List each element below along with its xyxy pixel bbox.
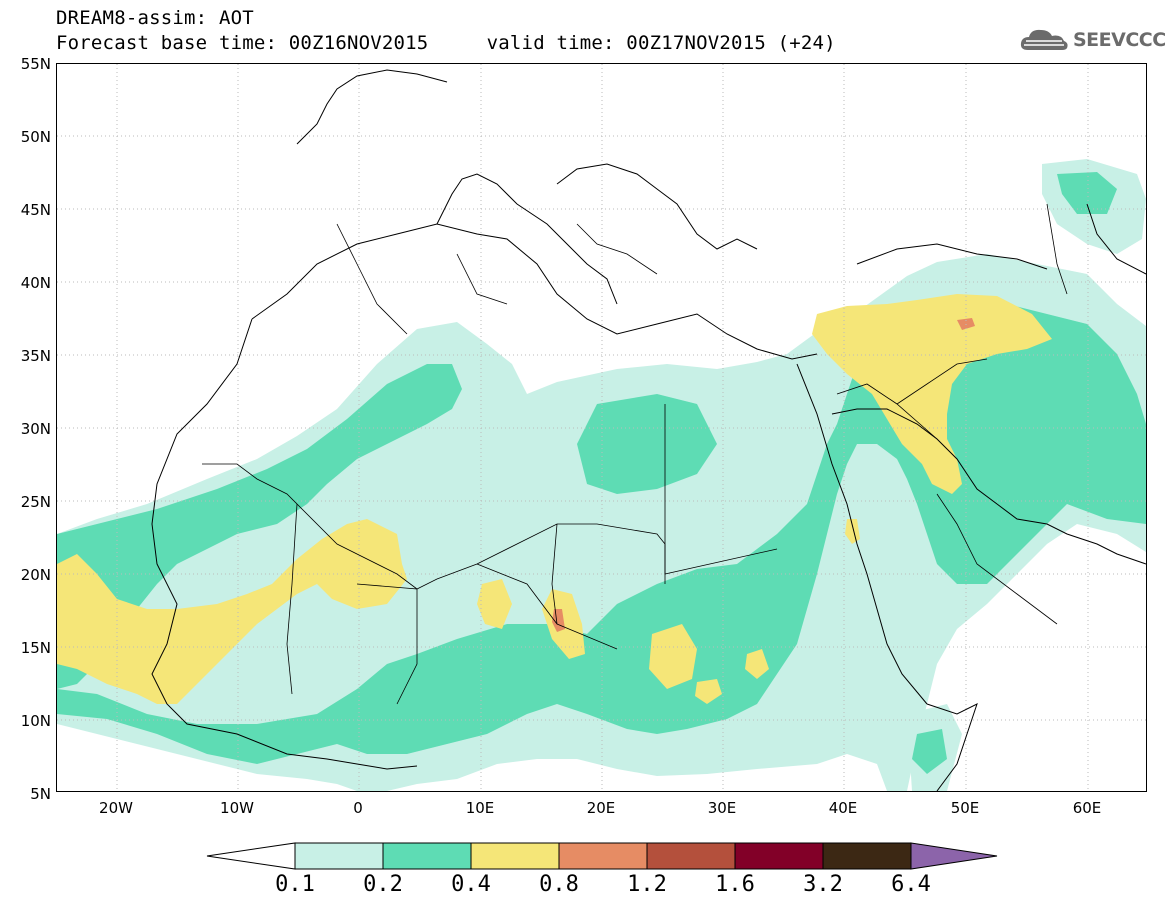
map-title: DREAM8-assim: AOT <box>56 7 254 29</box>
lat-label: 20N <box>20 566 51 584</box>
colorbar-label: 0.2 <box>363 872 403 897</box>
lat-label: 30N <box>20 420 51 438</box>
graticule <box>57 64 1146 791</box>
colorbar-swatch <box>382 842 472 870</box>
borders <box>202 203 1068 705</box>
lat-label: 35N <box>20 347 51 365</box>
lon-label: 40E <box>828 799 858 817</box>
colorbar-label: 3.2 <box>803 872 843 897</box>
lat-label: 40N <box>20 274 51 292</box>
colorbar-swatch <box>470 842 560 870</box>
lon-label: 30E <box>707 799 737 817</box>
lon-label: 60E <box>1072 799 1102 817</box>
colorbar-under-arrow <box>206 842 296 870</box>
lat-label: 10N <box>20 712 51 730</box>
lon-label: 20E <box>586 799 616 817</box>
colorbar-label: 6.4 <box>891 872 931 897</box>
lat-label: 15N <box>20 639 51 657</box>
colorbar-label: 0.1 <box>275 872 315 897</box>
lat-label: 45N <box>20 201 51 219</box>
lat-label: 55N <box>20 55 51 73</box>
colorbar-swatch <box>646 842 736 870</box>
lon-label: 10E <box>465 799 495 817</box>
colorbar-label: 0.4 <box>451 872 491 897</box>
colorbar-swatch <box>294 842 384 870</box>
colorbar-over-arrow <box>910 842 998 870</box>
colorbar-swatch <box>734 842 824 870</box>
colorbar-swatch <box>558 842 648 870</box>
colorbar-label: 0.8 <box>539 872 579 897</box>
coastlines <box>151 69 1147 792</box>
aot-map-canvas <box>57 64 1147 792</box>
lon-label: 0 <box>353 799 363 817</box>
colorbar <box>206 842 998 870</box>
lon-label: 20W <box>99 799 133 817</box>
colorbar-swatch <box>822 842 912 870</box>
lon-label: 10W <box>220 799 254 817</box>
lon-label: 50E <box>950 799 980 817</box>
colorbar-label: 1.2 <box>627 872 667 897</box>
brand-name: SEEVCCC <box>1073 29 1165 51</box>
forecast-time-subtitle: Forecast base time: 00Z16NOV2015 valid t… <box>56 32 836 54</box>
lat-label: 25N <box>20 493 51 511</box>
aot-map <box>56 63 1147 792</box>
lat-label: 5N <box>30 785 51 803</box>
lat-label: 50N <box>20 128 51 146</box>
cloud-icon <box>1020 29 1068 50</box>
aot-band-0.2-0.4 <box>57 172 1146 774</box>
brand-logo: SEEVCCC <box>1018 26 1165 54</box>
colorbar-label: 1.6 <box>715 872 755 897</box>
